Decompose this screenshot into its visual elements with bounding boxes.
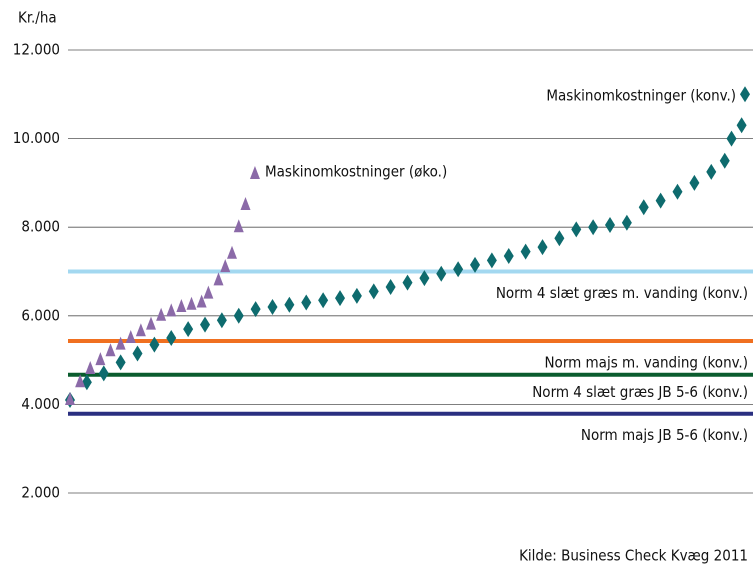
point bbox=[470, 256, 480, 273]
point bbox=[672, 183, 683, 200]
point bbox=[385, 279, 396, 296]
point bbox=[135, 323, 146, 337]
point bbox=[537, 239, 548, 256]
point bbox=[200, 316, 210, 333]
y-tick-label: 4.000 bbox=[21, 395, 60, 413]
point bbox=[156, 307, 167, 321]
y-tick-label: 2.000 bbox=[21, 484, 60, 502]
point bbox=[318, 292, 329, 309]
point bbox=[95, 352, 106, 366]
point bbox=[368, 283, 379, 300]
point bbox=[125, 329, 136, 343]
y-tick-label: 8.000 bbox=[21, 218, 60, 236]
point bbox=[621, 214, 632, 231]
point bbox=[240, 197, 251, 211]
point bbox=[250, 301, 261, 318]
point bbox=[203, 285, 214, 299]
point bbox=[233, 219, 244, 233]
point bbox=[554, 230, 565, 247]
point bbox=[719, 152, 730, 169]
point bbox=[335, 290, 345, 307]
point bbox=[736, 117, 747, 134]
point bbox=[571, 221, 582, 238]
point bbox=[486, 252, 497, 269]
reference-label: Norm 4 slæt græs JB 5-6 (konv.) bbox=[532, 383, 748, 401]
point bbox=[196, 294, 207, 308]
point bbox=[115, 336, 126, 350]
reference-label: Norm majs JB 5-6 (konv.) bbox=[581, 426, 748, 444]
point bbox=[706, 163, 717, 180]
point bbox=[216, 312, 227, 329]
series-label: Maskinomkostninger (øko.) bbox=[265, 163, 447, 181]
point bbox=[183, 321, 194, 338]
reference-label: Norm 4 slæt græs m. vanding (konv.) bbox=[496, 284, 748, 302]
point bbox=[726, 130, 737, 147]
point bbox=[351, 287, 362, 304]
point bbox=[249, 166, 260, 180]
point bbox=[402, 274, 413, 291]
y-tick-label: 6.000 bbox=[21, 306, 60, 324]
point bbox=[453, 261, 464, 278]
point bbox=[503, 247, 514, 264]
point bbox=[284, 296, 295, 313]
point bbox=[301, 294, 312, 311]
point bbox=[149, 336, 160, 353]
point bbox=[146, 316, 156, 330]
point bbox=[233, 307, 244, 324]
point bbox=[520, 243, 531, 260]
point bbox=[605, 216, 615, 233]
y-tick-label: 12.000 bbox=[13, 41, 60, 59]
source: Kilde: Business Check Kvæg 2011 bbox=[519, 547, 748, 565]
point bbox=[689, 174, 700, 191]
point bbox=[419, 270, 430, 287]
point bbox=[75, 374, 86, 388]
point bbox=[115, 354, 126, 371]
point bbox=[227, 245, 237, 259]
point bbox=[166, 303, 177, 317]
point bbox=[220, 259, 231, 273]
y-axis-label: Kr./ha bbox=[18, 9, 57, 27]
point bbox=[267, 298, 278, 315]
point bbox=[588, 219, 599, 236]
reference-label: Norm majs m. vanding (konv.) bbox=[544, 354, 748, 372]
point bbox=[213, 272, 224, 286]
point bbox=[132, 345, 143, 362]
point bbox=[176, 298, 187, 312]
point bbox=[105, 343, 116, 357]
point bbox=[740, 86, 750, 103]
point bbox=[638, 199, 649, 216]
point bbox=[85, 360, 96, 374]
y-tick-label: 10.000 bbox=[13, 129, 60, 147]
point bbox=[655, 192, 666, 209]
point bbox=[98, 365, 109, 382]
point bbox=[186, 296, 197, 310]
point bbox=[166, 329, 177, 346]
point bbox=[65, 391, 75, 405]
point bbox=[436, 265, 447, 282]
series-label: Maskinomkostninger (konv.) bbox=[546, 87, 736, 105]
